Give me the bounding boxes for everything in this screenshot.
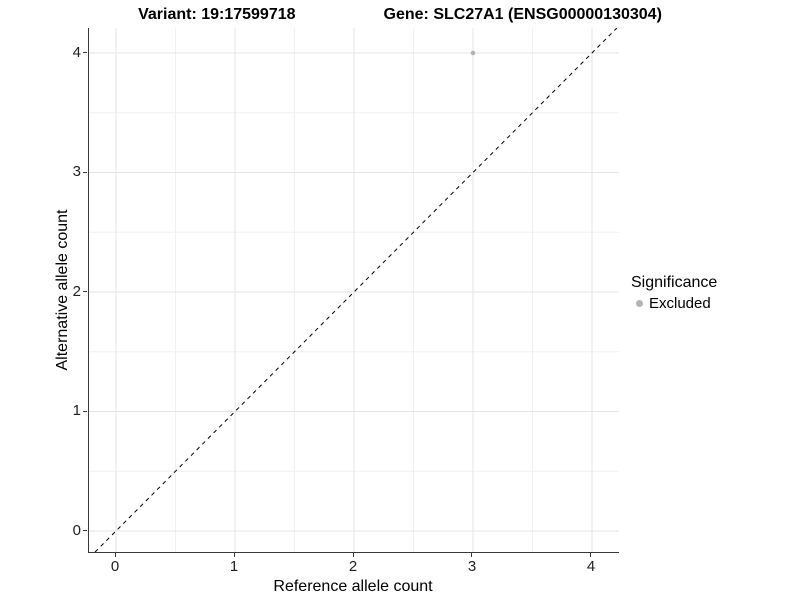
x-tick-label: 1 [229,558,239,575]
legend-entry-excluded: Excluded [636,295,791,312]
excluded-dot-icon [636,300,643,307]
x-tick-mark [233,553,235,557]
x-axis-title: Reference allele count [273,578,433,595]
legend-entry-label: Excluded [649,295,711,312]
gene-title: Gene: SLC27A1 (ENSG00000130304) [383,6,662,23]
x-tick-mark [114,553,116,557]
x-tick-mark [590,553,592,557]
x-tick-label: 3 [467,558,477,575]
y-tick-mark [83,171,87,173]
chart-title: Variant: 19:17599718 Gene: SLC27A1 (ENSG… [0,4,800,28]
y-tick-mark [83,52,87,54]
legend: Significance Excluded [631,274,791,312]
x-tick-label: 2 [348,558,358,575]
variant-title: Variant: 19:17599718 [138,6,296,23]
data-point [470,50,476,56]
y-tick-label: 4 [72,43,81,61]
y-tick-label: 1 [72,402,81,420]
y-tick-label: 0 [72,521,81,539]
y-tick-mark [83,291,87,293]
x-tick-label: 0 [110,558,120,575]
x-tick-label: 4 [586,558,596,575]
legend-title: Significance [631,274,718,291]
y-tick-mark [83,530,87,532]
x-tick-mark [471,553,473,557]
x-tick-mark [352,553,354,557]
plot-panel [88,28,619,553]
identity-line [94,28,618,552]
y-tick-label: 2 [72,282,81,300]
y-tick-mark [83,410,87,412]
y-tick-label: 3 [72,163,81,181]
plot-canvas [89,28,619,552]
